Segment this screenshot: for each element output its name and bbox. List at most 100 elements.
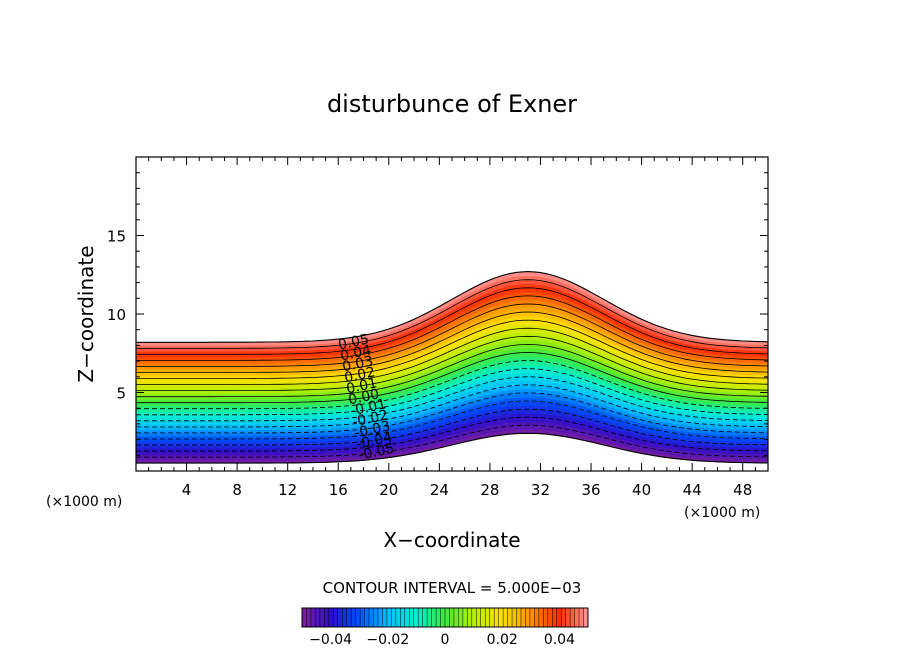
colorbar-swatch [346, 608, 352, 627]
contour-label: 0.04 [339, 342, 373, 364]
colorbar-swatch [351, 608, 357, 627]
colorbar-swatch [400, 608, 406, 627]
colorbar-swatch [427, 608, 432, 627]
contour-line [136, 287, 768, 355]
x-tick-label: 32 [531, 481, 550, 499]
x-tick-label: 12 [278, 481, 297, 499]
contour-label: -0.04 [355, 430, 394, 453]
colorbar-swatch [418, 608, 424, 627]
chart-title: disturbunce of Exner [327, 90, 577, 118]
contour-line [136, 311, 768, 373]
contour-label: 0.00 [347, 386, 381, 408]
contour-line [136, 352, 768, 404]
colorbar-swatch [512, 608, 517, 627]
x-tick-label: 28 [480, 481, 499, 499]
colorbar-swatch [445, 608, 450, 627]
x-tick-label: 24 [430, 481, 449, 499]
colorbar: −0.04 −0.02 0 0.02 0.04 [301, 607, 589, 648]
x-tick-label: 16 [329, 481, 348, 499]
colorbar-swatch [507, 608, 513, 627]
colorbar-swatch [476, 608, 482, 627]
y-unit-label: (×1000 m) [46, 494, 122, 510]
colorbar-swatch [306, 608, 312, 627]
contour-line [136, 335, 768, 391]
contour-line [136, 432, 768, 464]
x-axis-label: X−coordinate [383, 528, 520, 552]
contour-label: -0.05 [357, 441, 396, 464]
colorbar-swatch [547, 608, 553, 627]
contour-line [136, 343, 768, 398]
x-tick-label: 40 [632, 481, 651, 499]
contour-label: -0.03 [353, 418, 392, 441]
colorbar-swatch [583, 608, 589, 627]
colorbar-swatch [324, 608, 330, 627]
x-unit-label: (×1000 m) [684, 505, 760, 521]
colorbar-swatch [436, 608, 441, 627]
contour-line [136, 360, 768, 410]
y-tick-label: 10 [107, 306, 126, 324]
contour-label: 0.05 [337, 331, 371, 353]
colorbar-swatch [494, 608, 500, 627]
colorbar-swatch [538, 608, 544, 627]
x-tick-label: 44 [683, 481, 702, 499]
x-tick-label: 8 [232, 481, 242, 499]
y-axis-label: Z−coordinate [74, 245, 98, 382]
colorbar-swatch [520, 608, 526, 627]
contour-line [136, 303, 768, 367]
colorbar-swatch [543, 608, 549, 627]
colorbar-swatch [373, 608, 379, 627]
colorbar-swatch [485, 608, 491, 627]
colorbar-swatch [337, 608, 343, 627]
contour-label: -0.01 [349, 396, 388, 419]
contour-line [136, 327, 768, 385]
colorbar-swatch [382, 608, 388, 627]
colorbar-swatch [462, 608, 468, 627]
colorbar-frame [301, 607, 589, 628]
colorbar-swatch [498, 608, 504, 627]
contour-line [136, 408, 768, 446]
x-tick-label: 36 [581, 481, 600, 499]
colorbar-swatch [404, 608, 410, 627]
colorbar-swatch [565, 608, 571, 627]
contour-line [136, 319, 768, 379]
colorbar-swatch [579, 608, 584, 627]
colorbar-swatch [458, 608, 464, 627]
colorbar-swatch [561, 608, 567, 627]
colorbar-tick-label: 0.02 [487, 632, 518, 648]
colorbar-swatch [315, 608, 321, 627]
contour-label: 0.01 [345, 375, 379, 397]
colorbar-swatch [552, 608, 558, 627]
colorbar-tick-label: −0.04 [309, 632, 352, 648]
contour-line [136, 271, 768, 343]
colorbar-swatch [570, 608, 575, 627]
colorbar-swatch [516, 608, 522, 627]
colorbar-swatch [342, 608, 348, 627]
colorbar-swatch [310, 608, 316, 627]
contour-line [136, 400, 768, 440]
contour-label: 0.03 [341, 353, 375, 375]
colorbar-swatch [377, 608, 383, 627]
colorbar-swatch [525, 608, 531, 627]
x-tick-label: 48 [733, 481, 752, 499]
colorbar-swatch [422, 608, 428, 627]
colorbar-swatch [319, 608, 325, 627]
colorbar-swatch [409, 608, 415, 627]
contour-line [136, 424, 768, 458]
colorbar-swatch [302, 608, 307, 627]
y-tick-label: 5 [116, 385, 126, 403]
x-tick-label: 4 [182, 481, 192, 499]
colorbar-tick-label: 0.04 [544, 632, 575, 648]
colorbar-swatch [471, 608, 477, 627]
colorbar-tick-label: −0.02 [366, 632, 409, 648]
contour-line-layer [136, 271, 768, 464]
colorbar-swatch [529, 608, 535, 627]
colorbar-swatch [355, 608, 361, 627]
colorbar-swatch [534, 608, 540, 627]
contour-line [136, 416, 768, 452]
colorbar-swatch [386, 608, 392, 627]
contour-line [136, 376, 768, 422]
contour-line [136, 279, 768, 349]
colorbar-swatch [480, 608, 486, 627]
